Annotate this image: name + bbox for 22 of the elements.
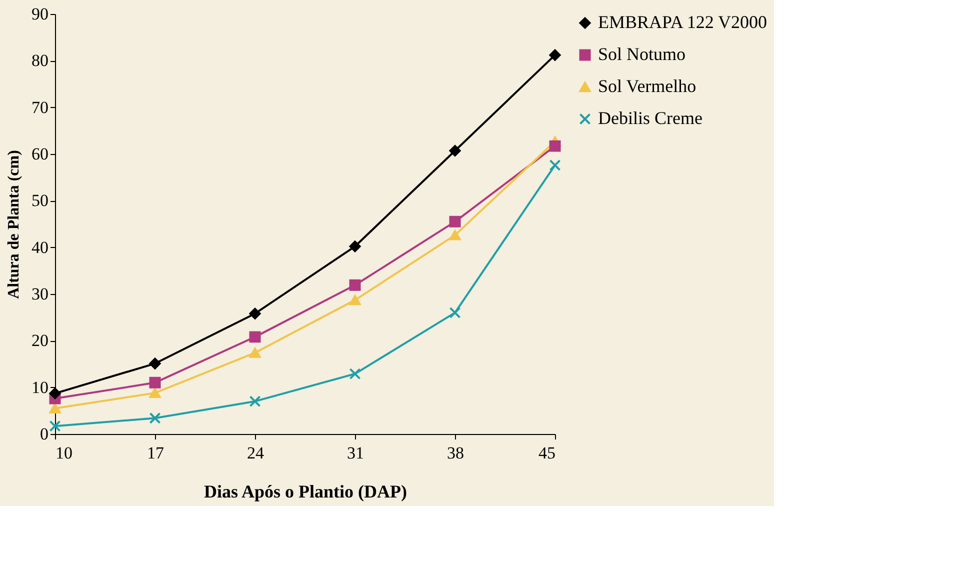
y-tick-label: 0	[40, 424, 48, 444]
legend-label: Sol Notumo	[598, 44, 686, 64]
y-tick-label: 90	[32, 4, 48, 24]
x-tick-label: 31	[347, 444, 364, 462]
y-tick-label: 10	[32, 378, 48, 397]
x-axis-title: Dias Após o Plantio (DAP)	[204, 482, 408, 502]
y-axis-title: Altura de Planta (cm)	[6, 150, 22, 299]
legend-label: Sol Vermelho	[598, 76, 696, 96]
legend-label: Debilis Creme	[598, 108, 702, 128]
y-tick-label: 30	[32, 284, 48, 304]
y-tick-label: 60	[32, 144, 48, 164]
legend-label: EMBRAPA 122 V2000	[598, 12, 768, 32]
x-tick-label: 38	[447, 444, 464, 462]
x-tick-label: 17	[147, 444, 164, 462]
y-tick-label: 40	[32, 238, 48, 257]
x-tick-label: 10	[56, 444, 72, 462]
y-tick-label: 70	[32, 98, 48, 117]
y-tick-label: 80	[32, 51, 48, 70]
y-tick-label: 20	[32, 331, 48, 350]
y-tick-label: 50	[32, 191, 48, 210]
x-tick-label: 24	[247, 444, 264, 462]
x-tick-label: 45	[538, 444, 556, 462]
